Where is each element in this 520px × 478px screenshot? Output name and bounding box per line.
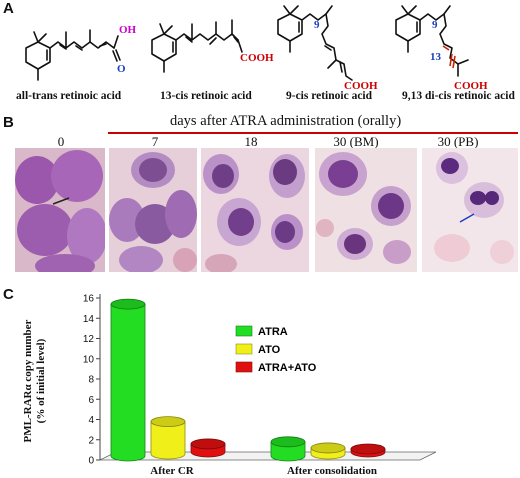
legend-label-0: ATRA xyxy=(258,326,288,338)
y-tick-label-10: 10 xyxy=(83,354,95,365)
structure-all-trans-retinoic-acid: OH O xyxy=(25,24,137,81)
bar-top-atra-1 xyxy=(270,436,306,448)
y-tick-label-6: 6 xyxy=(88,395,94,406)
y-tick-label-2: 2 xyxy=(88,435,94,446)
micrograph-day-0 xyxy=(15,148,105,272)
y-tick-label-12: 12 xyxy=(83,334,95,345)
micrograph-day-30-bm xyxy=(315,148,417,272)
panel-b-red-rule xyxy=(108,132,518,134)
molecule-name-9-cis: 9-cis retinoic acid xyxy=(286,90,373,102)
locant-9-di: 9 xyxy=(432,19,438,31)
bar-top-atra-0 xyxy=(110,298,146,310)
structure-9-13-di-cis-retinoic-acid: 9 13 COOH xyxy=(395,5,488,92)
day-label-7: 7 xyxy=(151,134,159,149)
legend-swatch-2 xyxy=(235,361,253,373)
bar-ato-0 xyxy=(150,421,186,460)
panel-c-chart: 0 2 4 6 8 10 12 14 16 After CR After consolidation… xyxy=(83,294,437,477)
day-label-0: 0 xyxy=(57,134,65,149)
day-label-30-pb: 30 (PB) xyxy=(437,134,479,149)
panel-label-b: B xyxy=(3,114,14,131)
legend-label-1: ATO xyxy=(258,344,281,356)
bar-top-ato-1 xyxy=(310,442,346,454)
day-label-18: 18 xyxy=(244,134,258,149)
y-tick-label-4: 4 xyxy=(88,415,94,426)
bar-top-atra-ato-0 xyxy=(190,438,226,450)
micrograph-day-18 xyxy=(201,148,309,272)
y-tick-label-16: 16 xyxy=(83,294,95,305)
molecule-name-all-trans: all-trans retinoic acid xyxy=(16,90,122,102)
bar-top-atra-ato-1 xyxy=(350,443,386,455)
locant-13: 13 xyxy=(430,51,442,63)
molecule-name-13-cis: 13-cis retinoic acid xyxy=(160,90,252,102)
category-label-1: After consolidation xyxy=(287,465,377,477)
y-tick-label-0: 0 xyxy=(88,456,94,467)
legend-label-2: ATRA+ATO xyxy=(258,362,317,374)
structure-9-cis-retinoic-acid: 9 COOH xyxy=(277,5,378,92)
chart-floor xyxy=(99,451,437,461)
micrograph-day-30-pb xyxy=(422,148,518,272)
atom-cooh-di-cis: COOH xyxy=(454,80,488,92)
day-label-30-bm: 30 (BM) xyxy=(333,134,379,149)
legend-swatch-1 xyxy=(235,343,253,355)
micrograph-day-7 xyxy=(109,148,197,272)
category-label-0: After CR xyxy=(150,465,195,477)
locant-9: 9 xyxy=(314,19,320,31)
panel-b-title: days after ATRA administration (orally) xyxy=(170,113,402,129)
panel-label-c: C xyxy=(3,286,14,303)
molecule-name-9-13-di-cis: 9,13 di-cis retinoic acid xyxy=(402,90,515,102)
atom-cooh-9cis: COOH xyxy=(344,80,378,92)
atom-o: O xyxy=(117,63,126,75)
bar-atra-1 xyxy=(270,441,306,462)
structure-13-cis-retinoic-acid: COOH xyxy=(151,19,274,73)
atom-oh: OH xyxy=(119,24,137,36)
y-tick-label-14: 14 xyxy=(83,314,95,325)
bar-atra-0 xyxy=(110,303,146,462)
atom-cooh: COOH xyxy=(240,52,274,64)
bar-top-ato-0 xyxy=(150,416,186,428)
panel-label-a: A xyxy=(3,0,14,17)
legend-swatch-0 xyxy=(235,325,253,337)
y-tick-label-8: 8 xyxy=(88,375,94,386)
